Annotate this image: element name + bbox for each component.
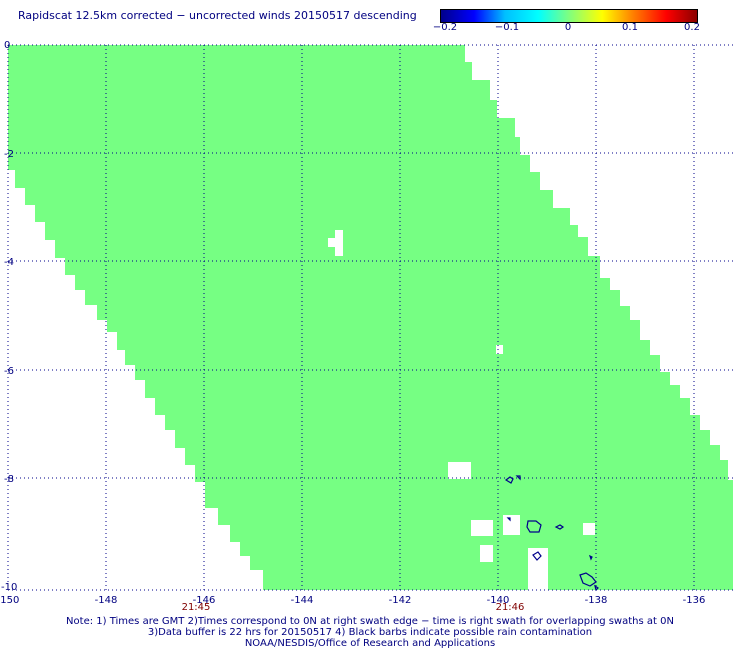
lat-label: 0 (4, 40, 10, 51)
footnote-credit: NOAA/NESDIS/Office of Research and Appli… (244, 638, 496, 649)
colorbar-tick: −0.2 (432, 22, 458, 33)
colorbar-tick: 0 (564, 22, 572, 33)
lon-label: -148 (95, 595, 118, 606)
lat-label: -6 (4, 366, 14, 377)
map-title: Rapidscat 12.5km corrected − uncorrected… (18, 9, 417, 22)
colorbar-tick: 0.1 (622, 22, 638, 33)
lon-label: -146 (193, 595, 216, 606)
data-gaps (328, 230, 595, 590)
lon-label: -136 (683, 595, 706, 606)
lat-label: -8 (4, 474, 14, 485)
colorbar (440, 9, 698, 23)
lon-label: -150 (0, 595, 19, 606)
colorbar-tick: 0.2 (684, 22, 700, 33)
footnote-line: Note: 1) Times are GMT 2)Times correspon… (66, 616, 674, 627)
swath-time-label: 21:45 (182, 602, 211, 613)
lat-label: -4 (4, 257, 14, 268)
lat-label: -2 (4, 149, 14, 160)
graticule (7, 44, 733, 591)
swath-area (8, 45, 733, 590)
lat-label: -10 (1, 582, 17, 593)
swath-time-label: 21:46 (496, 602, 525, 613)
colorbar-tick: −0.1 (494, 22, 520, 33)
lon-label: -138 (585, 595, 608, 606)
lon-label: -140 (487, 595, 510, 606)
lon-label: -144 (291, 595, 314, 606)
footnote-line: 3)Data buffer is 22 hrs for 20150517 4) … (147, 627, 593, 638)
lon-label: -142 (389, 595, 412, 606)
